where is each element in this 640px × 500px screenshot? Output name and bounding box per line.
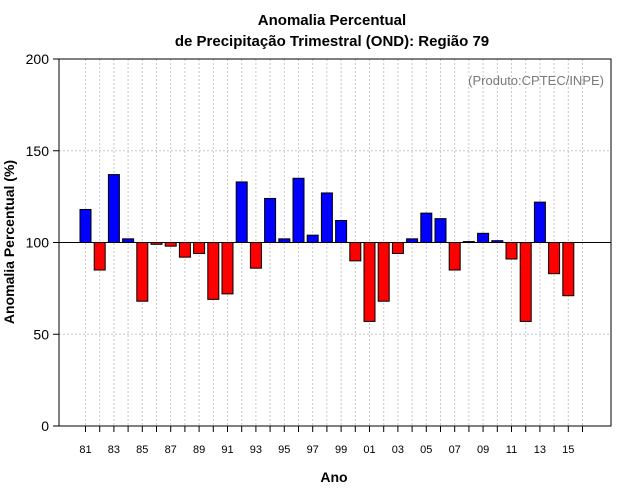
bar-87 [164,242,177,247]
y-tick-label-150: 150 [26,143,50,159]
x-tick-label-85: 85 [136,444,148,456]
y-tick-label-100: 100 [26,235,50,251]
x-tick-label-07: 07 [449,444,461,456]
x-tick-label-09: 09 [477,444,489,456]
x-tick-label-89: 89 [193,444,205,456]
grid-lines [59,59,611,426]
x-tick-label-81: 81 [79,444,91,456]
bar-82 [93,242,106,271]
bar-02 [377,242,390,302]
chart-subtitle: de Precipitação Trimestral (OND): Região… [175,33,489,50]
y-tick-label-0: 0 [41,418,49,434]
x-tick-label-83: 83 [108,444,120,456]
bar-14 [548,242,561,275]
bar-88 [178,242,191,258]
y-tick-label-200: 200 [26,51,50,67]
bar-01 [363,242,376,322]
bar-84 [122,238,135,244]
bar-96 [292,177,305,243]
bar-00 [349,242,362,262]
bar-05 [420,212,433,243]
x-tick-label-05: 05 [420,444,432,456]
bar-94 [264,197,277,244]
bar-11 [505,242,518,260]
bar-85 [136,242,149,302]
bar-93 [249,242,262,269]
x-tick-label-99: 99 [335,444,347,456]
bar-97 [306,234,319,244]
bar-95 [278,238,291,244]
chart-title: Anomalia Percentual [258,12,406,29]
x-axis-title: Ano [320,469,347,485]
bar-99 [335,219,348,243]
y-axis: 0 50 100 150 200 [26,51,59,434]
bar-09 [477,232,490,243]
x-tick-label-97: 97 [307,444,319,456]
x-tick-label-91: 91 [221,444,233,456]
x-tick-label-03: 03 [392,444,404,456]
x-tick-label-01: 01 [363,444,375,456]
bar-83 [107,174,120,243]
x-tick-label-13: 13 [534,444,546,456]
bar-91 [221,242,234,295]
x-tick-label-15: 15 [562,444,574,456]
bar-98 [320,192,333,243]
y-tick-label-50: 50 [33,326,49,342]
credit-label: (Produto:CPTEC/INPE) [468,73,604,88]
x-axis: 81 83 85 87 89 91 93 95 97 99 01 03 05 07 09 11 13 15 [79,426,583,456]
bar-90 [207,242,220,300]
bar-89 [193,242,206,255]
bar-13 [533,201,546,244]
bar-06 [434,218,447,244]
bar-81 [79,208,92,243]
bar-04 [406,238,419,244]
bars [79,174,575,322]
x-tick-label-93: 93 [250,444,262,456]
bar-03 [391,242,404,255]
x-tick-label-87: 87 [165,444,177,456]
bar-07 [448,242,461,271]
bar-12 [519,242,532,322]
bar-92 [235,181,248,244]
bar-15 [562,242,575,297]
y-axis-title: Anomalia Percentual (%) [1,160,17,324]
x-tick-label-11: 11 [506,444,517,456]
x-tick-label-95: 95 [278,444,290,456]
